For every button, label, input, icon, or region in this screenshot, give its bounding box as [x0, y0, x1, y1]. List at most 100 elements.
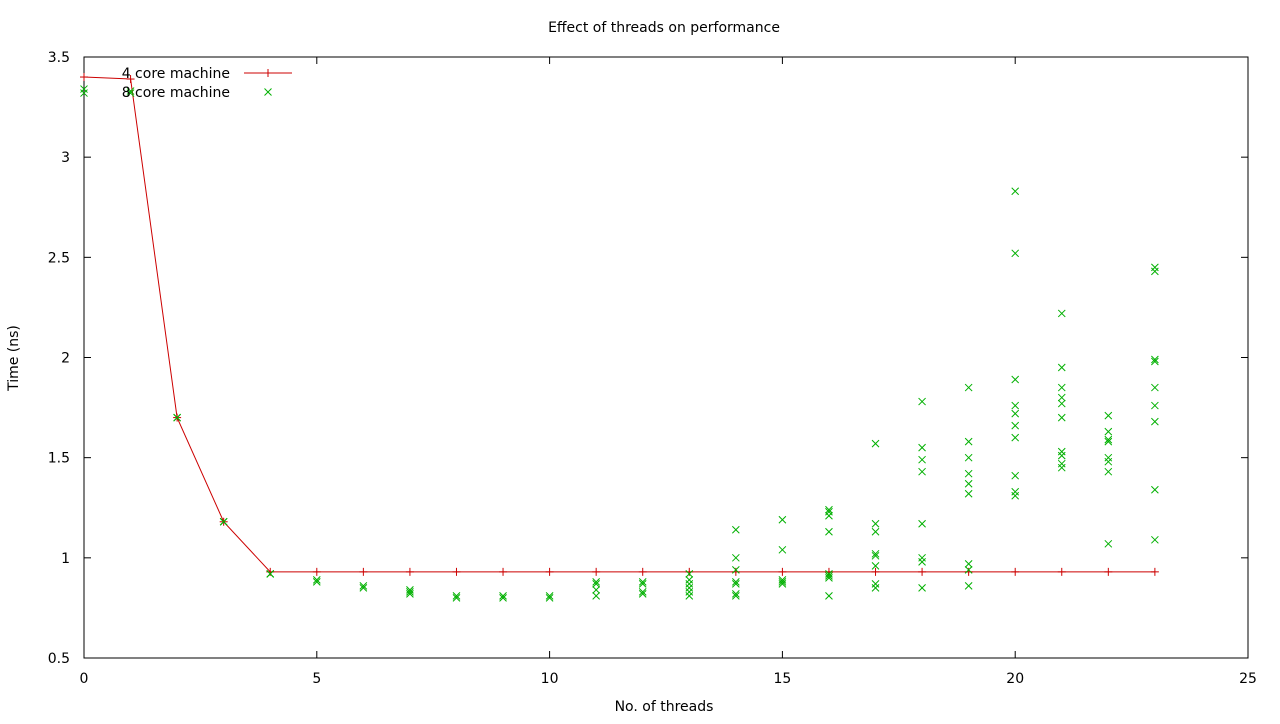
data-point — [918, 567, 927, 576]
data-point — [825, 572, 833, 580]
data-point — [406, 590, 414, 598]
data-point — [1104, 467, 1113, 476]
data-point — [964, 453, 973, 462]
series-layer — [80, 73, 1159, 602]
cross-marker-b — [871, 584, 880, 592]
data-point — [1104, 457, 1113, 466]
cross-marker-b — [452, 592, 461, 600]
plot-frame — [83, 56, 1249, 659]
cross-marker-b — [1104, 539, 1113, 548]
cross-marker-b — [964, 565, 973, 574]
data-point — [964, 383, 973, 392]
data-point — [825, 527, 833, 536]
cross-marker-b — [1151, 357, 1159, 366]
data-point — [592, 567, 601, 576]
data-point — [1011, 249, 1020, 258]
data-point — [1104, 435, 1113, 444]
data-point — [405, 567, 414, 576]
data-point — [1151, 355, 1159, 364]
x-tick-label: 20 — [1006, 671, 1024, 687]
data-point — [545, 592, 554, 600]
legend-label: 4 core machine — [122, 66, 230, 82]
data-point — [1011, 491, 1020, 500]
y-tick-label: 1.5 — [48, 451, 70, 467]
cross-marker-b — [545, 594, 554, 602]
data-point — [918, 467, 926, 476]
cross-marker-b — [1057, 383, 1066, 392]
data-point — [918, 519, 926, 528]
cross-marker-b — [964, 453, 973, 462]
data-point — [1011, 187, 1020, 196]
data-point — [871, 551, 880, 560]
cross-marker-b — [918, 467, 926, 476]
data-point — [499, 592, 507, 600]
data-point — [1011, 409, 1020, 418]
data-point — [871, 549, 880, 558]
cross-marker-b — [918, 557, 926, 566]
data-point — [1057, 463, 1066, 472]
data-point — [778, 515, 787, 524]
cross-marker-b — [1151, 535, 1159, 544]
cross-marker-b — [871, 549, 880, 558]
data-point — [592, 578, 601, 586]
cross-marker-b — [638, 578, 647, 586]
data-point — [918, 553, 926, 562]
data-point — [964, 567, 973, 576]
data-point — [80, 73, 88, 82]
data-point — [778, 578, 787, 586]
cross-marker-b — [592, 580, 601, 588]
data-point — [638, 590, 647, 598]
cross-marker-b — [871, 527, 880, 536]
data-point — [1151, 267, 1159, 276]
cross-marker-b — [1104, 467, 1113, 476]
data-point — [825, 511, 833, 520]
cross-marker-b — [638, 588, 647, 596]
cross-marker-b — [592, 586, 601, 594]
cross-marker-b — [1011, 421, 1020, 430]
x-tick-label: 10 — [541, 671, 559, 687]
cross-marker-b — [685, 570, 694, 578]
data-point — [685, 570, 694, 578]
cross-marker-b — [1057, 399, 1066, 408]
data-point — [778, 580, 787, 588]
data-point — [685, 576, 694, 584]
data-point — [452, 567, 461, 576]
data-point — [918, 584, 926, 592]
data-point — [964, 437, 973, 446]
cross-marker-b — [731, 580, 740, 588]
cross-marker-b — [592, 578, 601, 586]
legend: 4 core machine 8 core machine — [122, 66, 292, 101]
data-point — [1104, 427, 1113, 436]
data-point — [173, 413, 181, 422]
cross-marker-b — [871, 551, 880, 560]
x-axis-label: No. of threads — [615, 699, 714, 715]
cross-marker-b — [825, 505, 833, 514]
cross-marker-b — [964, 559, 973, 568]
data-point — [499, 594, 507, 602]
data-point — [592, 580, 601, 588]
data-point — [871, 567, 880, 576]
data-point — [219, 517, 228, 526]
series-2 — [80, 85, 1159, 602]
data-point — [592, 586, 601, 594]
data-point — [918, 455, 926, 464]
cross-marker-b — [359, 584, 368, 592]
cross-marker-b — [964, 383, 973, 392]
y-tick-label: 2.5 — [48, 250, 70, 266]
data-point — [406, 588, 414, 596]
cross-marker-b — [638, 590, 647, 598]
data-point — [685, 592, 694, 600]
cross-marker-b — [685, 592, 694, 600]
data-point — [312, 576, 321, 584]
legend-entry: 8 core machine — [122, 85, 272, 101]
cross-marker-b — [1011, 409, 1020, 418]
data-point — [871, 584, 880, 592]
data-point — [1057, 393, 1066, 402]
data-point — [359, 567, 368, 576]
data-point — [452, 592, 461, 600]
y-tick-label: 2 — [61, 351, 70, 367]
data-point — [685, 580, 694, 588]
data-point — [545, 594, 554, 602]
cross-marker-b — [778, 580, 787, 588]
data-point — [918, 443, 926, 452]
